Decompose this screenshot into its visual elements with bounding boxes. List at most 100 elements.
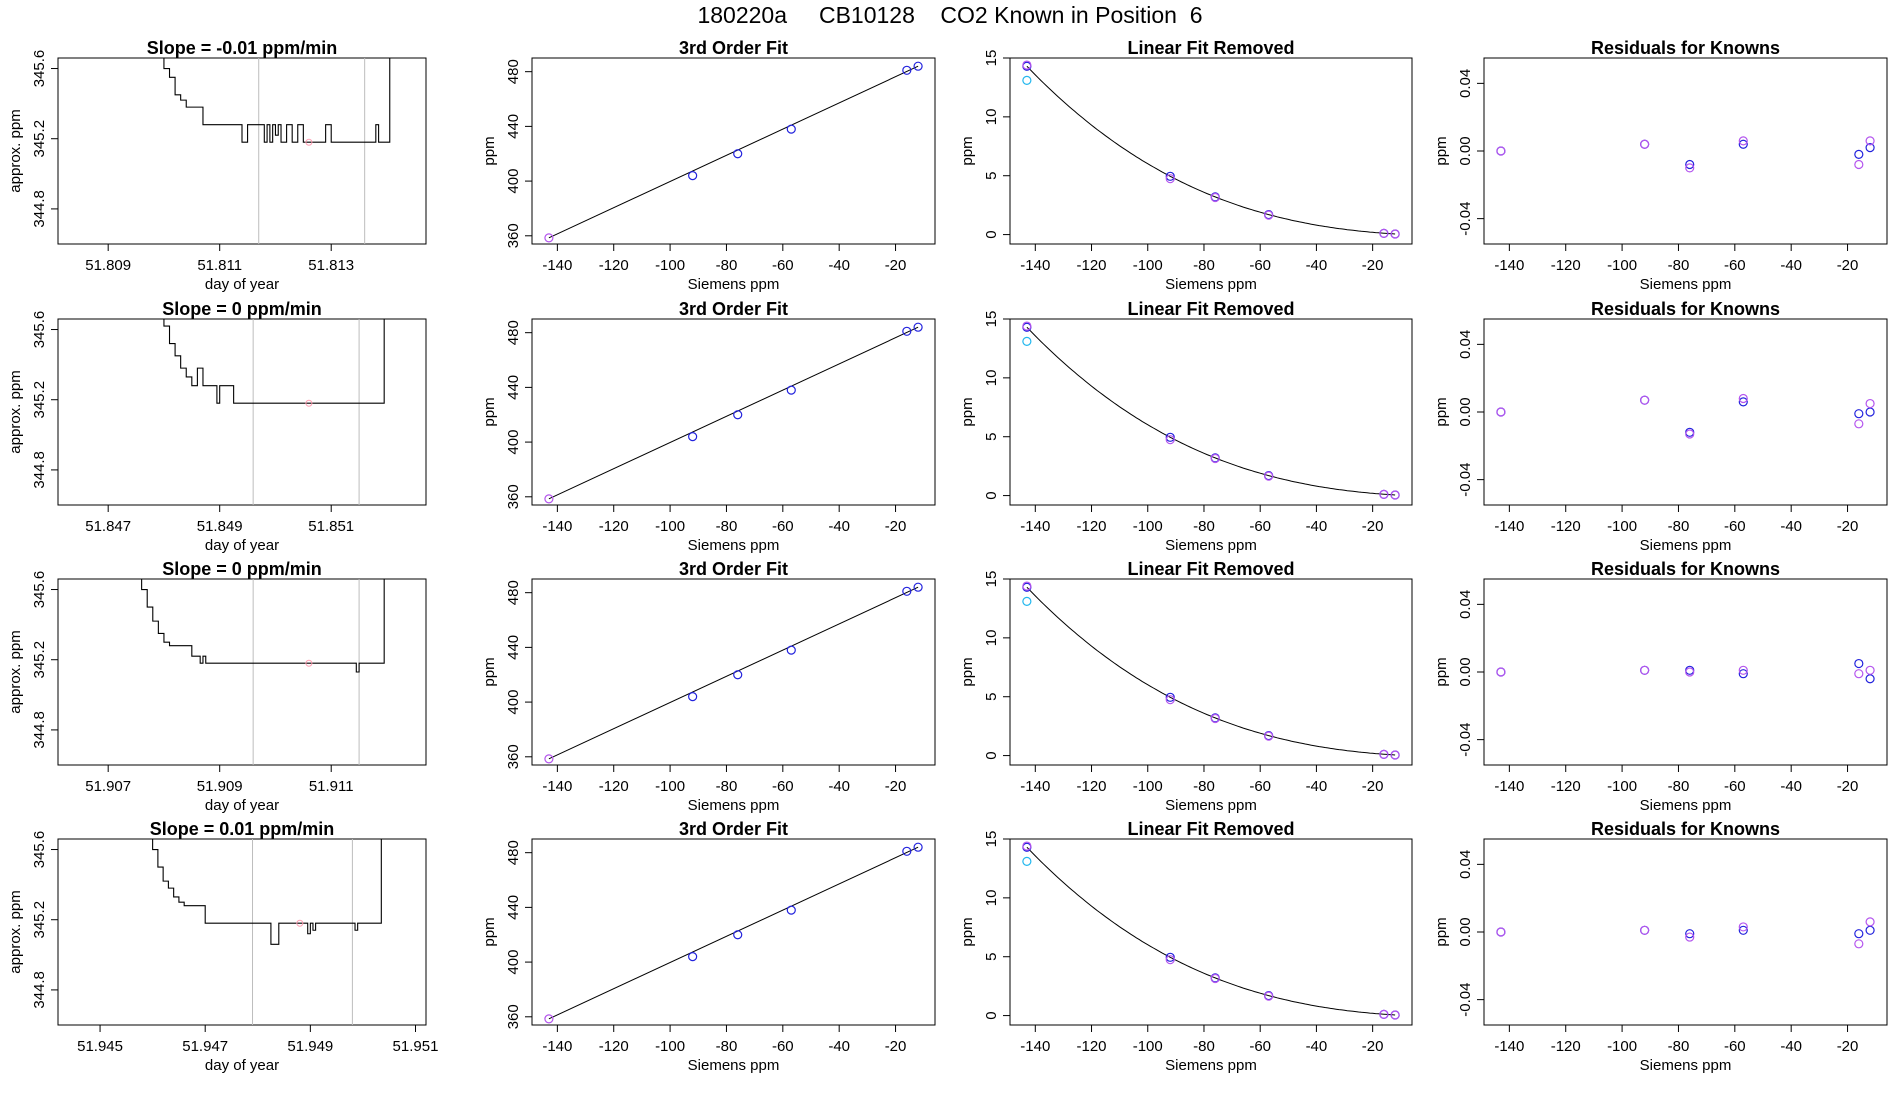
x-tick-label: -60 (1724, 518, 1746, 535)
x-tick-label: -140 (542, 1038, 572, 1055)
y-tick-label: -0.04 (1457, 202, 1474, 236)
known-point (688, 692, 698, 702)
plot-area (1022, 841, 1400, 1020)
x-tick-label: -100 (1133, 778, 1163, 795)
known-point-alt (1379, 1009, 1389, 1020)
x-axis-label: Siemens ppm (1640, 797, 1732, 814)
x-axis-label: day of year (205, 276, 279, 293)
known-point (688, 952, 698, 962)
x-axis-label: Siemens ppm (688, 797, 780, 814)
x-tick-label: -20 (1362, 1038, 1384, 1055)
y-tick-label: 345.2 (31, 641, 48, 679)
x-axis-label: Siemens ppm (1165, 1057, 1257, 1074)
y-tick-label: 345.6 (31, 50, 48, 88)
page-title: 180220a CB10128 CO2 Known in Position 6 (697, 2, 1203, 28)
known-point (688, 171, 698, 181)
residual-point (1738, 669, 1748, 679)
x-tick-label: -40 (1306, 257, 1328, 274)
y-tick-label: 440 (505, 114, 522, 139)
x-tick-label: -80 (1668, 257, 1690, 274)
curvature-line (1026, 326, 1396, 496)
known-point-alt (1379, 489, 1389, 500)
residual-point-alt (1865, 398, 1875, 409)
y-tick-label: 15 (983, 50, 1000, 67)
residual-point (1865, 925, 1875, 935)
residual-point-alt (1854, 419, 1864, 429)
plot-area (1022, 581, 1400, 760)
residual-point-alt (1640, 925, 1650, 935)
x-tick-label: -20 (1837, 518, 1859, 535)
y-tick-label: 10 (983, 109, 1000, 126)
y-tick-label: 344.8 (31, 451, 48, 489)
x-tick-label: -80 (716, 257, 738, 274)
known-point-alt (1022, 581, 1032, 591)
x-tick-label: -60 (1249, 518, 1271, 535)
y-tick-label: 344.8 (31, 971, 48, 1009)
y-axis-label: approx. ppm (7, 370, 24, 453)
plot-area (1022, 60, 1400, 239)
residual-point-alt (1496, 667, 1506, 677)
y-axis-label: ppm (959, 397, 976, 426)
y-tick-label: 0.04 (1457, 590, 1474, 619)
panel-title: 3rd Order Fit (679, 299, 788, 319)
x-tick-label: 51.951 (393, 1038, 439, 1055)
residual-point-alt (1685, 667, 1695, 677)
y-axis-label: ppm (481, 917, 498, 946)
x-tick-label: -80 (1668, 778, 1690, 795)
y-axis-label: ppm (1433, 136, 1450, 165)
x-tick-label: 51.949 (287, 1038, 333, 1055)
x-tick-label: -120 (599, 257, 629, 274)
x-tick-label: -40 (1306, 518, 1328, 535)
concentration-trace (163, 58, 391, 143)
residual-point-alt (1496, 407, 1506, 417)
y-tick-label: 0.00 (1457, 136, 1474, 165)
known-point-alt (1210, 192, 1220, 203)
x-tick-label: -140 (542, 778, 572, 795)
plot-area (1496, 136, 1875, 173)
y-tick-label: 345.2 (31, 381, 48, 419)
plot-area (1496, 658, 1875, 684)
mean-marker (305, 399, 313, 407)
plot-frame (531, 838, 936, 1026)
panel-title: Slope = 0 ppm/min (162, 559, 322, 579)
known-point (913, 582, 923, 592)
x-tick-label: 51.947 (182, 1038, 228, 1055)
panel-title: Linear Fit Removed (1127, 299, 1294, 319)
known-point (786, 905, 796, 915)
y-tick-label: 480 (505, 840, 522, 865)
mean-marker (305, 138, 313, 146)
residual-point-alt (1496, 146, 1506, 156)
plot-area (544, 582, 923, 764)
x-tick-label: -80 (1193, 778, 1215, 795)
x-tick-label: -100 (655, 1038, 685, 1055)
residual-point-alt (1685, 932, 1695, 942)
x-tick-label: -100 (1133, 257, 1163, 274)
x-tick-label: -20 (885, 257, 907, 274)
x-tick-label: -40 (1780, 518, 1802, 535)
plot-frame (57, 838, 427, 1026)
x-tick-label: -100 (1607, 778, 1637, 795)
x-tick-label: -20 (1837, 778, 1859, 795)
y-tick-label: 400 (505, 430, 522, 455)
y-tick-label: 344.8 (31, 190, 48, 228)
residual-point (1738, 139, 1748, 149)
x-tick-label: -140 (542, 518, 572, 535)
residual-point (1854, 658, 1864, 669)
mean-marker (305, 659, 313, 667)
plot-area (544, 61, 923, 243)
y-tick-label: 360 (505, 1004, 522, 1029)
known-point (1165, 432, 1175, 442)
y-tick-label: 344.8 (31, 711, 48, 749)
y-axis-label: ppm (481, 657, 498, 686)
x-tick-label: -20 (1362, 778, 1384, 795)
residual-point (1865, 407, 1875, 417)
y-tick-label: 0 (983, 751, 1000, 759)
known-point (733, 670, 743, 680)
known-point-alt (1210, 713, 1220, 724)
known-point-alt (1165, 435, 1175, 445)
x-tick-label: -60 (772, 1038, 794, 1055)
plot-frame (1009, 57, 1413, 245)
x-axis-label: Siemens ppm (1165, 797, 1257, 814)
residual-point-alt (1738, 136, 1748, 146)
